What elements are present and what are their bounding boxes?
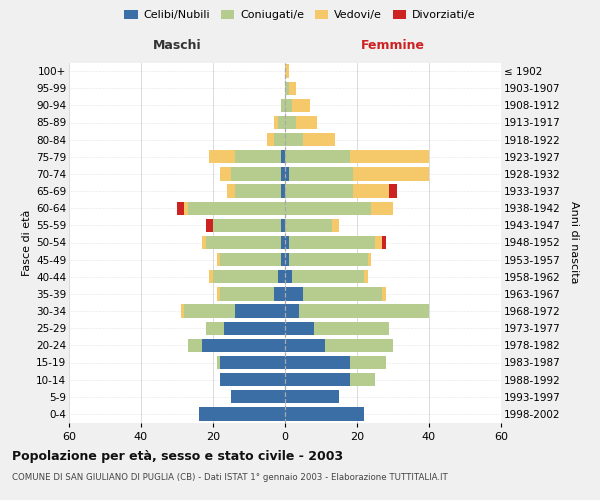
Bar xyxy=(314,322,389,335)
Bar xyxy=(184,202,188,215)
Bar xyxy=(278,270,285,283)
Bar xyxy=(292,270,364,283)
Bar xyxy=(332,218,339,232)
Bar xyxy=(206,236,281,249)
Bar xyxy=(389,184,397,198)
Bar xyxy=(281,150,285,164)
Bar xyxy=(350,356,386,369)
Bar xyxy=(209,270,213,283)
Bar xyxy=(281,218,285,232)
Bar xyxy=(299,304,429,318)
Bar xyxy=(292,98,310,112)
Bar xyxy=(217,356,220,369)
Bar xyxy=(368,253,371,266)
Bar xyxy=(220,356,285,369)
Bar xyxy=(353,184,389,198)
Bar xyxy=(267,133,274,146)
Bar xyxy=(364,270,368,283)
Bar xyxy=(285,202,371,215)
Bar xyxy=(371,202,393,215)
Bar xyxy=(281,98,285,112)
Bar xyxy=(209,150,235,164)
Bar xyxy=(285,407,364,420)
Bar xyxy=(285,373,350,386)
Bar xyxy=(188,338,202,352)
Bar xyxy=(281,253,285,266)
Bar xyxy=(285,184,353,198)
Bar xyxy=(382,287,386,300)
Bar xyxy=(353,167,429,180)
Bar xyxy=(213,218,281,232)
Bar xyxy=(285,98,292,112)
Bar xyxy=(303,287,382,300)
Legend: Celibi/Nubili, Coniugati/e, Vedovi/e, Divorziati/e: Celibi/Nubili, Coniugati/e, Vedovi/e, Di… xyxy=(120,6,480,25)
Bar xyxy=(303,133,335,146)
Bar xyxy=(350,150,429,164)
Bar xyxy=(206,322,224,335)
Bar xyxy=(220,373,285,386)
Bar xyxy=(213,270,278,283)
Bar xyxy=(235,184,281,198)
Y-axis label: Fasce di età: Fasce di età xyxy=(22,210,32,276)
Bar xyxy=(285,287,303,300)
Bar xyxy=(281,236,285,249)
Bar xyxy=(382,236,386,249)
Bar xyxy=(220,167,231,180)
Bar xyxy=(285,236,289,249)
Bar xyxy=(227,184,235,198)
Bar xyxy=(184,304,235,318)
Bar xyxy=(285,322,314,335)
Bar xyxy=(278,116,285,129)
Text: Femmine: Femmine xyxy=(361,39,425,52)
Bar xyxy=(235,150,281,164)
Bar xyxy=(235,304,285,318)
Bar xyxy=(285,64,289,78)
Bar xyxy=(285,82,289,95)
Bar xyxy=(281,167,285,180)
Bar xyxy=(350,373,375,386)
Bar xyxy=(325,338,393,352)
Text: Popolazione per età, sesso e stato civile - 2003: Popolazione per età, sesso e stato civil… xyxy=(12,450,343,463)
Bar xyxy=(285,338,325,352)
Bar xyxy=(285,167,289,180)
Bar xyxy=(285,116,296,129)
Bar xyxy=(206,218,213,232)
Bar xyxy=(199,407,285,420)
Bar xyxy=(285,150,350,164)
Bar xyxy=(231,167,281,180)
Y-axis label: Anni di nascita: Anni di nascita xyxy=(569,201,579,284)
Bar xyxy=(217,253,220,266)
Bar xyxy=(281,184,285,198)
Bar xyxy=(224,322,285,335)
Bar xyxy=(220,253,281,266)
Bar xyxy=(181,304,184,318)
Bar xyxy=(274,133,285,146)
Bar xyxy=(274,116,278,129)
Bar xyxy=(285,270,292,283)
Bar xyxy=(202,236,206,249)
Bar xyxy=(188,202,285,215)
Bar xyxy=(217,287,220,300)
Text: COMUNE DI SAN GIULIANO DI PUGLIA (CB) - Dati ISTAT 1° gennaio 2003 - Elaborazion: COMUNE DI SAN GIULIANO DI PUGLIA (CB) - … xyxy=(12,472,448,482)
Text: Maschi: Maschi xyxy=(152,39,202,52)
Bar xyxy=(202,338,285,352)
Bar xyxy=(285,304,299,318)
Bar xyxy=(289,82,296,95)
Bar xyxy=(289,253,368,266)
Bar xyxy=(231,390,285,404)
Bar xyxy=(285,390,339,404)
Bar xyxy=(285,133,303,146)
Bar xyxy=(289,236,375,249)
Bar xyxy=(285,218,332,232)
Bar xyxy=(274,287,285,300)
Bar xyxy=(177,202,184,215)
Bar xyxy=(289,167,353,180)
Bar xyxy=(296,116,317,129)
Bar xyxy=(285,356,350,369)
Bar xyxy=(220,287,274,300)
Bar xyxy=(285,253,289,266)
Bar xyxy=(375,236,382,249)
